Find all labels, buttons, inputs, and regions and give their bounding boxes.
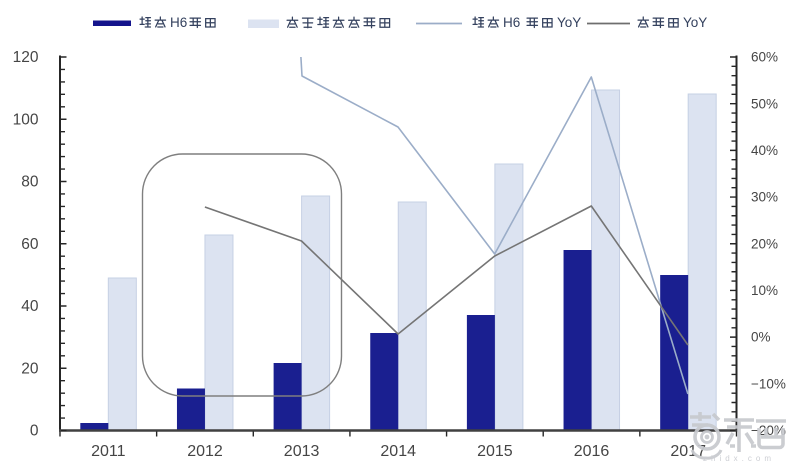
svg-text:2016: 2016 [574,443,610,460]
svg-text:H6: H6 [503,15,520,30]
svg-text:2012: 2012 [187,443,223,460]
svg-text:0: 0 [30,423,39,440]
svg-text:60: 60 [21,236,39,253]
svg-text:120: 120 [13,49,39,66]
svg-text:60%: 60% [751,50,778,65]
svg-text:20%: 20% [751,236,778,251]
svg-text:zhidx.com: zhidx.com [703,454,775,463]
svg-text:H6: H6 [170,15,187,30]
svg-text:40%: 40% [751,143,778,158]
svg-text:40: 40 [21,298,39,315]
svg-text:80: 80 [21,174,39,191]
svg-text:2014: 2014 [380,443,416,460]
svg-text:2011: 2011 [91,443,126,460]
svg-text:10%: 10% [751,283,778,298]
svg-text:30%: 30% [751,190,778,205]
svg-text:2013: 2013 [284,443,320,460]
svg-text:−10%: −10% [751,376,786,391]
svg-text:YoY: YoY [683,15,707,30]
svg-text:2015: 2015 [477,443,513,460]
svg-text:YoY: YoY [557,15,581,30]
svg-text:50%: 50% [751,96,778,111]
svg-text:0%: 0% [751,330,771,345]
svg-text:20: 20 [21,360,39,377]
svg-text:100: 100 [13,111,39,128]
